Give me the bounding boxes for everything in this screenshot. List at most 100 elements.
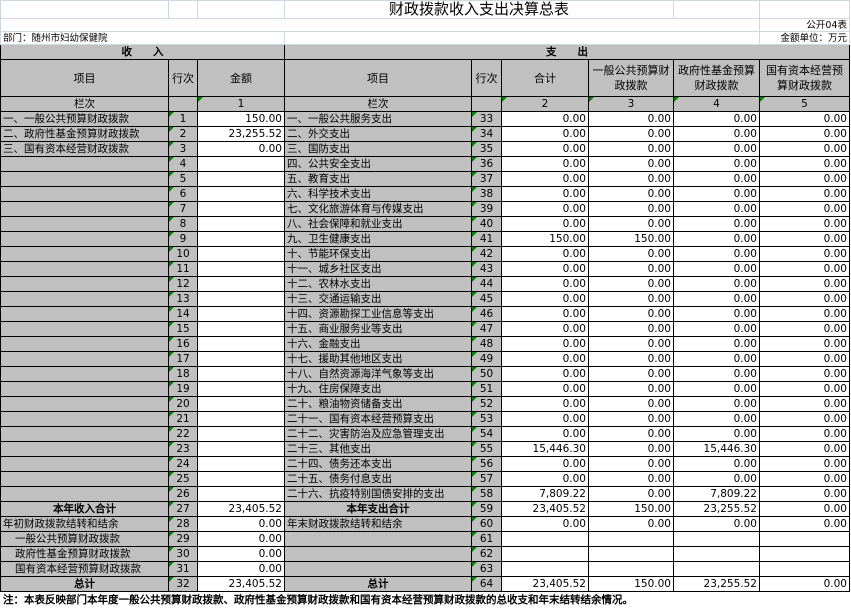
income-item[interactable]: [0, 276, 169, 292]
income-amount[interactable]: [197, 366, 285, 382]
expense-state[interactable]: [759, 546, 850, 562]
expense-general[interactable]: [588, 531, 674, 547]
expense-line[interactable]: 57: [471, 471, 502, 487]
expense-total[interactable]: 0.00: [501, 276, 589, 292]
income-line[interactable]: 14: [168, 306, 198, 322]
income-line[interactable]: 4: [168, 156, 198, 172]
expense-item[interactable]: 年末财政拨款结转和结余: [284, 516, 472, 532]
expense-fund[interactable]: 0.00: [673, 396, 760, 412]
income-item[interactable]: 本年收入合计: [0, 501, 169, 517]
cell[interactable]: [471, 96, 502, 112]
income-line[interactable]: 5: [168, 171, 198, 187]
income-item[interactable]: [0, 441, 169, 457]
income-line[interactable]: 19: [168, 381, 198, 397]
expense-state[interactable]: 0.00: [759, 456, 850, 472]
expense-header[interactable]: 支 出: [284, 44, 850, 60]
expense-general[interactable]: 150.00: [588, 231, 674, 247]
income-line[interactable]: 1: [168, 111, 198, 127]
income-item[interactable]: [0, 381, 169, 397]
income-amount[interactable]: 0.00: [197, 546, 285, 562]
income-header[interactable]: 收 入: [0, 44, 285, 60]
expense-general[interactable]: 0.00: [588, 336, 674, 352]
expense-item[interactable]: 二十三、其他支出: [284, 441, 472, 457]
expense-state[interactable]: [759, 531, 850, 547]
income-line[interactable]: 13: [168, 291, 198, 307]
expense-line[interactable]: 64: [471, 576, 502, 592]
income-item[interactable]: 政府性基金预算财政拨款: [0, 546, 169, 562]
expense-fund[interactable]: 7,809.22: [673, 486, 760, 502]
expense-total[interactable]: 0.00: [501, 471, 589, 487]
income-amount[interactable]: [197, 336, 285, 352]
income-amount[interactable]: [197, 261, 285, 277]
income-amount[interactable]: 0.00: [197, 561, 285, 577]
income-item[interactable]: [0, 351, 169, 367]
expense-line[interactable]: 50: [471, 366, 502, 382]
col-expense-item[interactable]: 项目: [284, 59, 472, 97]
expense-state[interactable]: 0.00: [759, 411, 850, 427]
income-amount[interactable]: [197, 426, 285, 442]
form-code[interactable]: 公开04表: [759, 18, 850, 32]
expense-state[interactable]: 0.00: [759, 351, 850, 367]
expense-fund[interactable]: 0.00: [673, 426, 760, 442]
income-line[interactable]: 17: [168, 351, 198, 367]
expense-line[interactable]: 41: [471, 231, 502, 247]
income-line[interactable]: 24: [168, 456, 198, 472]
expense-item[interactable]: 二十二、灾害防治及应急管理支出: [284, 426, 472, 442]
expense-line[interactable]: 53: [471, 411, 502, 427]
income-item[interactable]: 一般公共预算财政拨款: [0, 531, 169, 547]
expense-item[interactable]: 十八、自然资源海洋气象等支出: [284, 366, 472, 382]
expense-state[interactable]: 0.00: [759, 381, 850, 397]
expense-state[interactable]: 0.00: [759, 486, 850, 502]
expense-item[interactable]: 一、一般公共服务支出: [284, 111, 472, 127]
income-line[interactable]: 31: [168, 561, 198, 577]
income-item[interactable]: [0, 396, 169, 412]
income-item[interactable]: [0, 426, 169, 442]
income-amount[interactable]: [197, 381, 285, 397]
expense-item[interactable]: 四、公共安全支出: [284, 156, 472, 172]
cell[interactable]: [0, 18, 760, 32]
income-item[interactable]: [0, 306, 169, 322]
income-line[interactable]: 2: [168, 126, 198, 142]
expense-line[interactable]: 37: [471, 171, 502, 187]
expense-total[interactable]: 0.00: [501, 516, 589, 532]
index-label[interactable]: 栏次: [284, 96, 472, 112]
income-amount[interactable]: [197, 396, 285, 412]
col-state[interactable]: 国有资本经营预算财政拨款: [759, 59, 850, 97]
expense-line[interactable]: 45: [471, 291, 502, 307]
expense-state[interactable]: 0.00: [759, 216, 850, 232]
expense-line[interactable]: 44: [471, 276, 502, 292]
department-label[interactable]: 部门：随州市妇幼保健院: [0, 31, 285, 45]
expense-state[interactable]: 0.00: [759, 111, 850, 127]
income-amount[interactable]: [197, 411, 285, 427]
page-title[interactable]: 财政拨款收入支出决算总表: [284, 0, 674, 19]
expense-state[interactable]: [759, 561, 850, 577]
expense-general[interactable]: 0.00: [588, 156, 674, 172]
col-expense-line[interactable]: 行次: [471, 59, 502, 97]
cell[interactable]: [0, 0, 169, 19]
expense-state[interactable]: 0.00: [759, 306, 850, 322]
expense-total[interactable]: 0.00: [501, 456, 589, 472]
unit-label[interactable]: 金额单位：万元: [759, 31, 850, 45]
expense-total[interactable]: 15,446.30: [501, 441, 589, 457]
expense-general[interactable]: 0.00: [588, 201, 674, 217]
expense-line[interactable]: 36: [471, 156, 502, 172]
expense-state[interactable]: 0.00: [759, 156, 850, 172]
income-item[interactable]: [0, 201, 169, 217]
expense-item[interactable]: 二十六、抗疫特别国债安排的支出: [284, 486, 472, 502]
income-amount[interactable]: [197, 186, 285, 202]
expense-item[interactable]: 二十五、债务付息支出: [284, 471, 472, 487]
expense-total[interactable]: 0.00: [501, 426, 589, 442]
expense-general[interactable]: 0.00: [588, 411, 674, 427]
income-item[interactable]: 三、国有资本经营财政拨款: [0, 141, 169, 157]
expense-state[interactable]: 0.00: [759, 186, 850, 202]
expense-general[interactable]: 0.00: [588, 126, 674, 142]
index-1[interactable]: 1: [197, 96, 285, 112]
expense-fund[interactable]: [673, 546, 760, 562]
income-amount[interactable]: [197, 291, 285, 307]
expense-fund[interactable]: 0.00: [673, 366, 760, 382]
cell[interactable]: [284, 31, 760, 45]
expense-total[interactable]: [501, 546, 589, 562]
col-total[interactable]: 合计: [501, 59, 589, 97]
expense-item[interactable]: 六、科学技术支出: [284, 186, 472, 202]
col-income-amount[interactable]: 金额: [197, 59, 285, 97]
